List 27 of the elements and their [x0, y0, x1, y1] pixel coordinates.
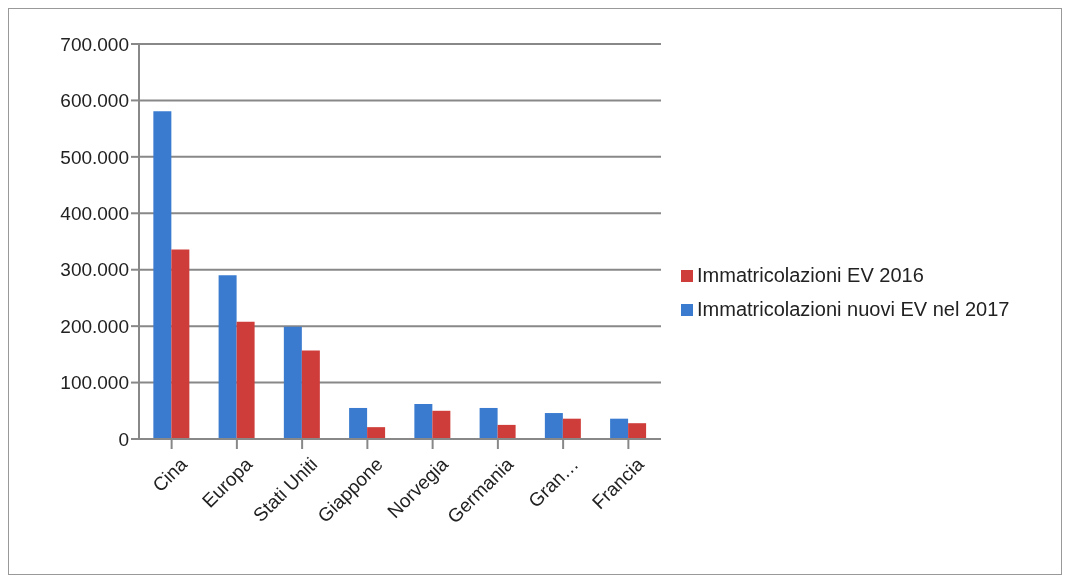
bar	[218, 275, 237, 439]
y-tick-label: 300.000	[60, 259, 129, 281]
bar	[497, 424, 516, 439]
bar	[414, 404, 433, 439]
y-tick-label: 100.000	[60, 372, 129, 394]
x-tick-label: Cina	[148, 453, 192, 496]
legend-label: Immatricolazioni EV 2016	[697, 263, 924, 286]
bar	[367, 427, 386, 439]
bar	[610, 418, 629, 439]
legend-label: Immatricolazioni nuovi EV nel 2017	[697, 297, 1010, 320]
bar	[544, 413, 563, 439]
bar	[171, 249, 190, 439]
y-tick-label: 200.000	[60, 315, 129, 337]
bar	[283, 326, 302, 439]
bar	[301, 350, 320, 439]
bar	[349, 407, 368, 439]
bar	[432, 410, 451, 439]
bar	[236, 321, 255, 439]
y-tick-label: 700.000	[60, 33, 129, 55]
bar	[153, 111, 172, 439]
y-tick-label: 600.000	[60, 90, 129, 112]
bar	[628, 423, 647, 439]
y-tick-label: 0	[118, 428, 129, 450]
y-tick-label: 500.000	[60, 146, 129, 168]
y-tick-label: 400.000	[60, 203, 129, 225]
bar	[479, 407, 498, 439]
bar	[562, 418, 581, 439]
